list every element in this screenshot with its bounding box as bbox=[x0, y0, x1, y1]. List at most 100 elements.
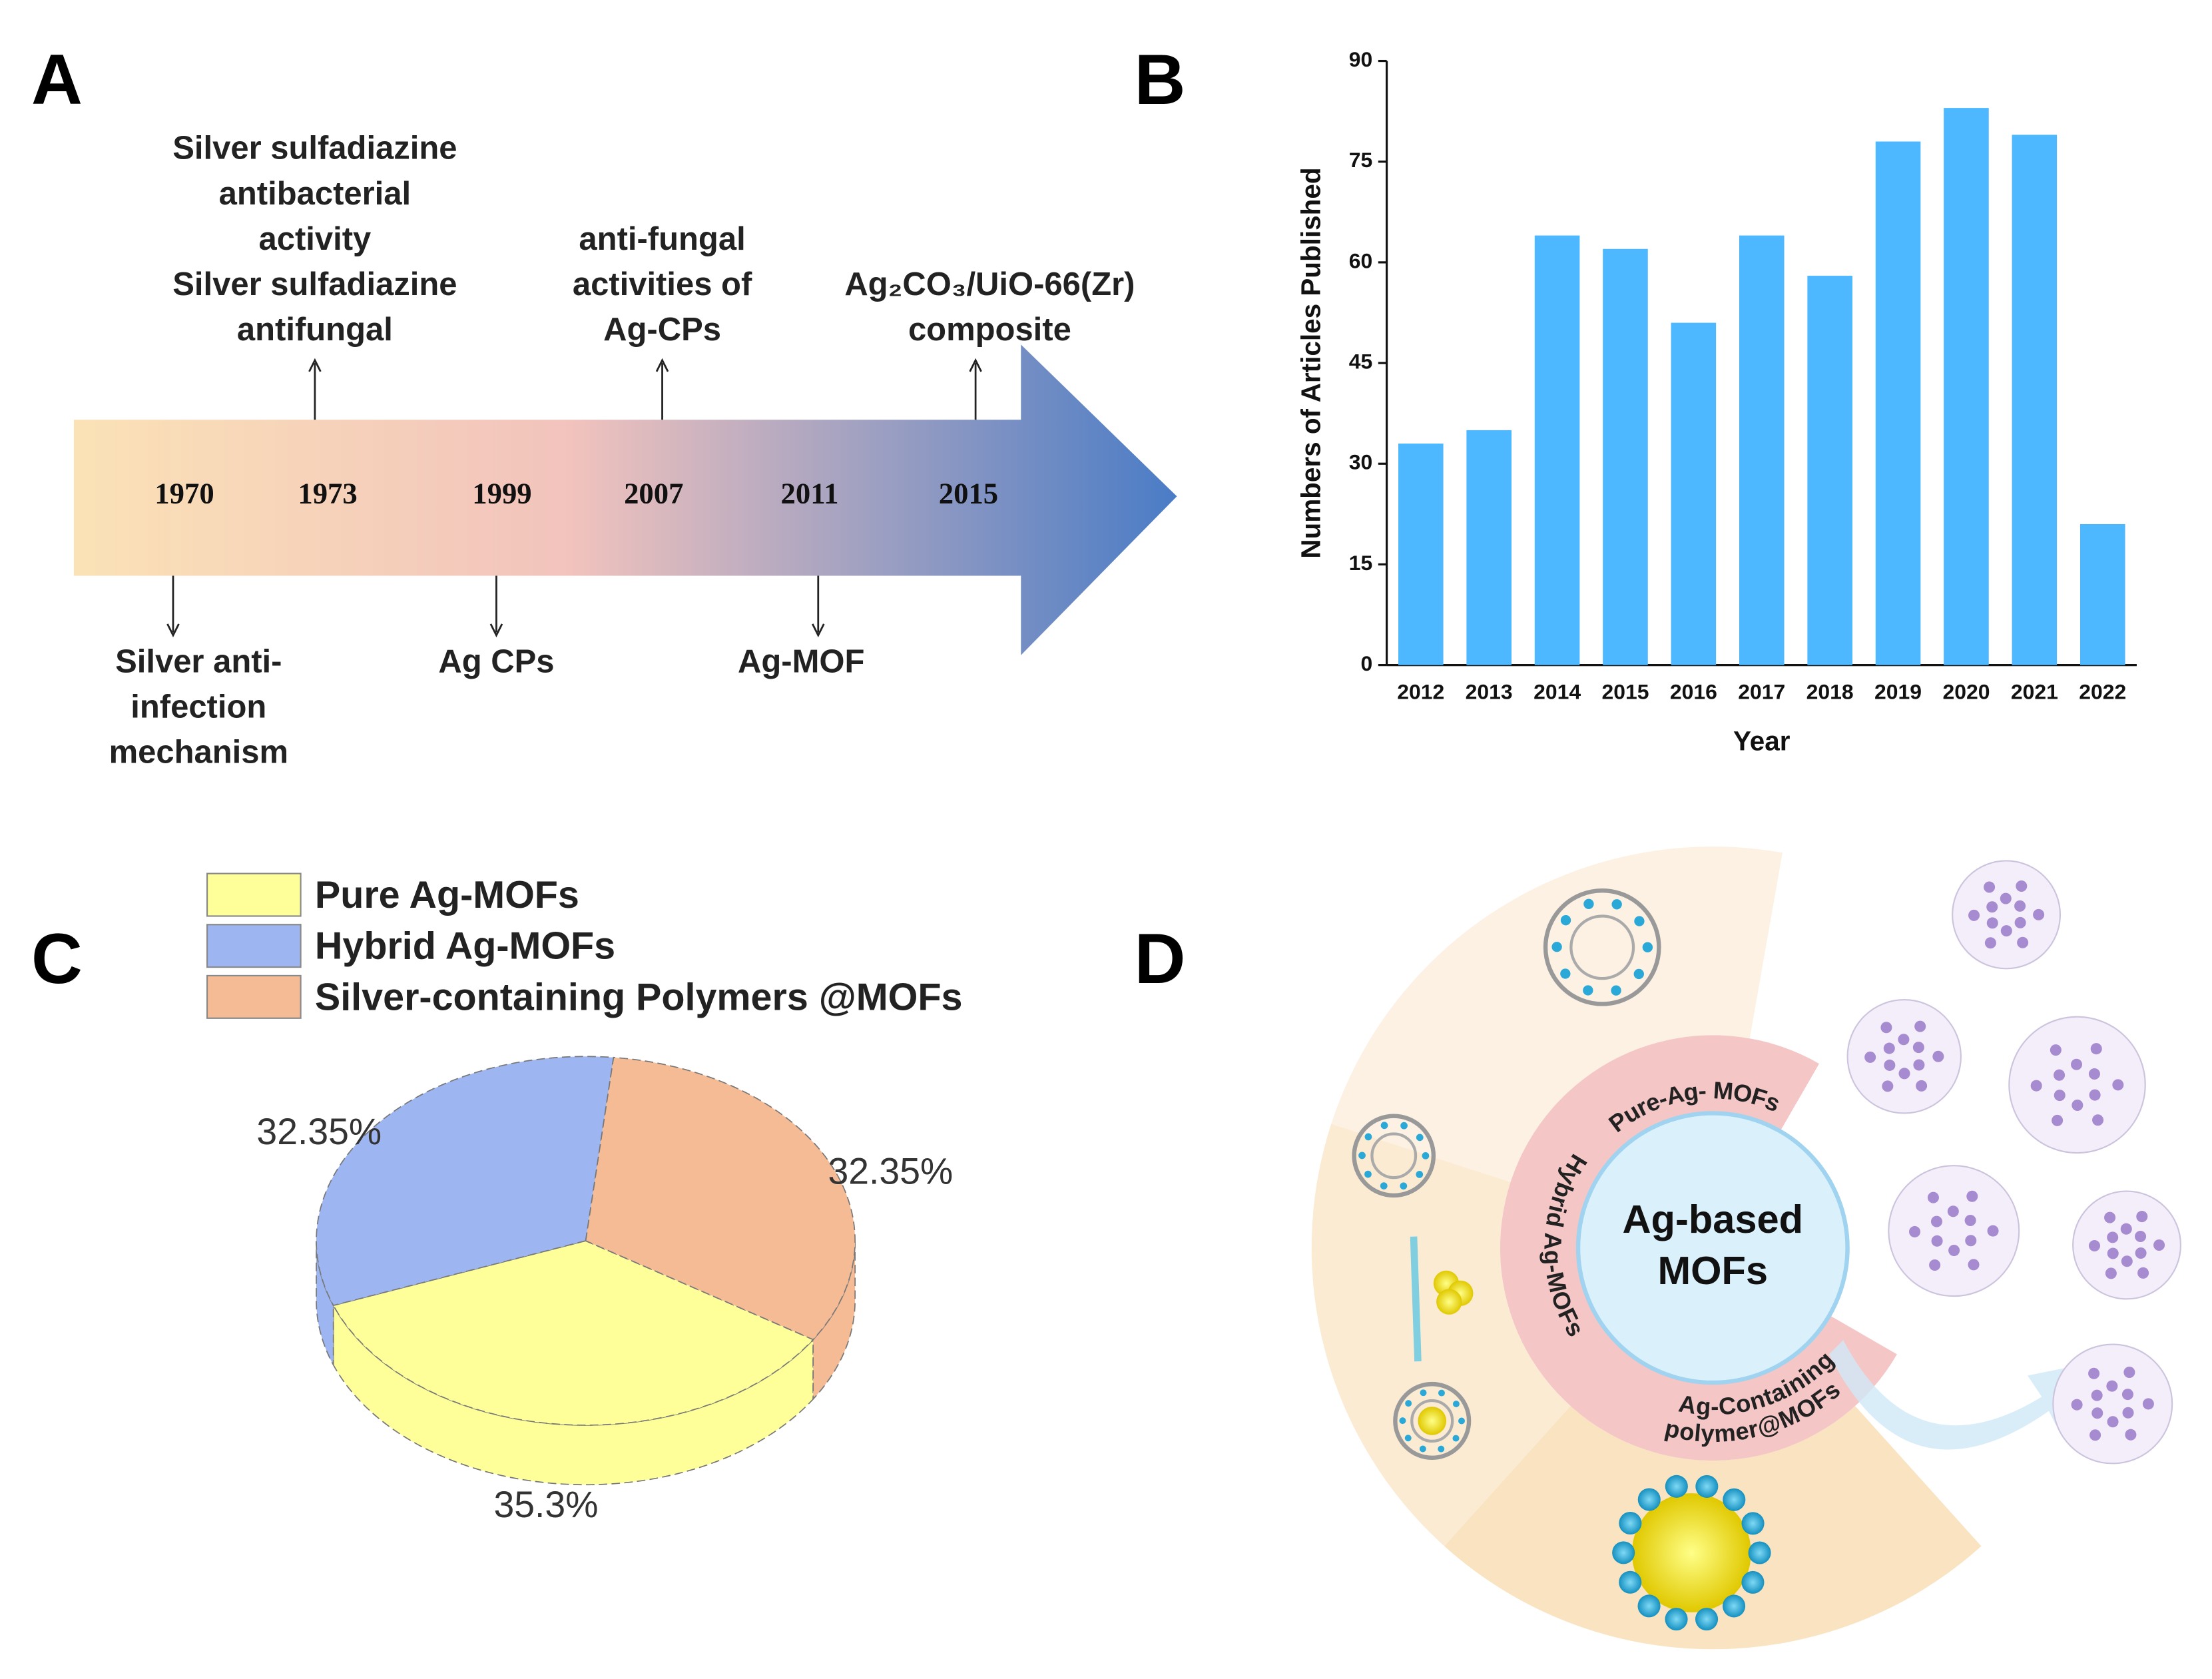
y-tick-label: 60 bbox=[1349, 248, 1373, 272]
x-tick-label: 2019 bbox=[1874, 680, 1922, 704]
cluster bbox=[1952, 860, 2062, 970]
cluster-atom bbox=[2000, 925, 2012, 937]
cluster-atom bbox=[2120, 1223, 2132, 1235]
x-axis-title: Year bbox=[1733, 725, 1791, 756]
cluster-atom bbox=[2104, 1211, 2116, 1223]
atom bbox=[1695, 1475, 1719, 1498]
atom bbox=[1723, 1594, 1746, 1618]
x-tick-label: 2013 bbox=[1466, 680, 1513, 704]
timeline-text: Ag₂CO₃/UiO-66(Zr) bbox=[844, 266, 1135, 302]
y-tick-label: 90 bbox=[1349, 47, 1373, 71]
timeline-text: anti-fungal bbox=[579, 221, 745, 257]
atom bbox=[1416, 1171, 1424, 1178]
cluster-atom bbox=[1884, 1059, 1896, 1071]
cluster-atom bbox=[1965, 1235, 1977, 1247]
y-tick-label: 0 bbox=[1361, 651, 1373, 675]
atom bbox=[1380, 1122, 1388, 1130]
timeline-year: 2007 bbox=[624, 476, 683, 509]
legend-swatch bbox=[206, 872, 302, 917]
atom bbox=[1741, 1512, 1765, 1535]
polymer-core bbox=[1631, 1493, 1751, 1612]
cluster-atom bbox=[2107, 1231, 2119, 1243]
sector bbox=[1331, 846, 1783, 1183]
x-tick-label: 2020 bbox=[1942, 680, 1990, 704]
cluster-atom bbox=[2014, 900, 2026, 912]
x-tick-label: 2014 bbox=[1533, 680, 1581, 704]
cluster-atom bbox=[2054, 1069, 2066, 1081]
timeline-arrow bbox=[73, 344, 1177, 655]
cage bbox=[1393, 1381, 1472, 1461]
atom bbox=[1633, 968, 1644, 980]
cage bbox=[1569, 914, 1635, 980]
pie-value-label: 32.35% bbox=[256, 1111, 382, 1152]
cluster-atom bbox=[2050, 1044, 2062, 1056]
timeline-year: 1973 bbox=[298, 476, 357, 509]
arrowhead bbox=[812, 623, 825, 637]
cluster-atom bbox=[2000, 892, 2012, 904]
arrowhead bbox=[166, 623, 180, 637]
cluster-atom bbox=[1968, 1259, 1980, 1271]
panel-label: B bbox=[1135, 40, 1186, 119]
atom bbox=[1422, 1152, 1430, 1160]
atom bbox=[1583, 898, 1594, 909]
cluster bbox=[1888, 1165, 2020, 1297]
cluster-atom bbox=[2122, 1407, 2134, 1419]
atom bbox=[1419, 1445, 1426, 1453]
cluster-atom bbox=[2135, 1247, 2147, 1259]
timeline-year: 2011 bbox=[781, 476, 839, 509]
cluster-atom bbox=[2088, 1367, 2100, 1379]
cluster-atom bbox=[2092, 1114, 2104, 1126]
cluster-atom bbox=[1912, 1042, 1924, 1054]
arrowhead bbox=[308, 358, 322, 372]
pie-slice bbox=[316, 1056, 615, 1307]
legend-swatch bbox=[206, 924, 302, 968]
atom bbox=[1583, 985, 1593, 996]
bar bbox=[1875, 141, 1921, 665]
cluster-atom bbox=[1883, 1042, 1895, 1054]
atom bbox=[1452, 1401, 1460, 1407]
arrowhead bbox=[969, 358, 982, 372]
cluster-atom bbox=[1986, 917, 1998, 929]
atom bbox=[1438, 1389, 1445, 1397]
pie-slice bbox=[332, 1240, 814, 1426]
cluster-atom bbox=[2107, 1416, 2119, 1428]
timeline-text: Ag-CPs bbox=[603, 312, 721, 348]
cluster-atom bbox=[1930, 1215, 1942, 1227]
atom bbox=[1551, 942, 1562, 952]
y-tick-label: 45 bbox=[1349, 350, 1373, 374]
legend-label: Hybrid Ag-MOFs bbox=[315, 925, 615, 968]
cluster-atom bbox=[2071, 1058, 2083, 1070]
timeline-text: antifungal bbox=[237, 312, 393, 348]
cluster-atom bbox=[2072, 1099, 2083, 1112]
bar bbox=[1739, 235, 1785, 665]
legend-label: Silver-containing Polymers @MOFs bbox=[315, 976, 963, 1018]
timeline-text: Silver sulfadiazine bbox=[172, 131, 457, 167]
cluster-atom bbox=[2121, 1389, 2133, 1401]
legend-label: Pure Ag-MOFs bbox=[315, 874, 579, 916]
atom bbox=[1741, 1570, 1765, 1594]
center-label: MOFs bbox=[1658, 1248, 1769, 1293]
timeline-text: infection bbox=[131, 689, 266, 725]
cluster-atom bbox=[2088, 1068, 2100, 1080]
timeline-year: 1999 bbox=[472, 476, 531, 509]
cluster-atom bbox=[2153, 1239, 2165, 1251]
legend-swatch bbox=[206, 974, 302, 1019]
cluster-atom bbox=[1880, 1022, 1892, 1034]
cluster-atom bbox=[1914, 1020, 1926, 1032]
cluster-atom bbox=[1898, 1068, 1910, 1080]
cluster-atom bbox=[2088, 1239, 2101, 1252]
timeline-year: 1970 bbox=[154, 476, 214, 509]
cluster-atom bbox=[1948, 1245, 1960, 1257]
timeline-text: Ag CPs bbox=[438, 643, 554, 679]
cluster bbox=[2008, 1016, 2146, 1154]
timeline-text: activities of bbox=[573, 266, 752, 302]
cluster-atom bbox=[1927, 1191, 1939, 1203]
cluster-atom bbox=[2014, 916, 2026, 928]
cluster-atom bbox=[1932, 1050, 1944, 1062]
atom bbox=[1619, 1511, 1642, 1535]
cluster-atom bbox=[2123, 1367, 2135, 1379]
y-tick-label: 15 bbox=[1349, 551, 1373, 575]
atom bbox=[1665, 1608, 1688, 1631]
atom bbox=[1637, 1488, 1661, 1511]
